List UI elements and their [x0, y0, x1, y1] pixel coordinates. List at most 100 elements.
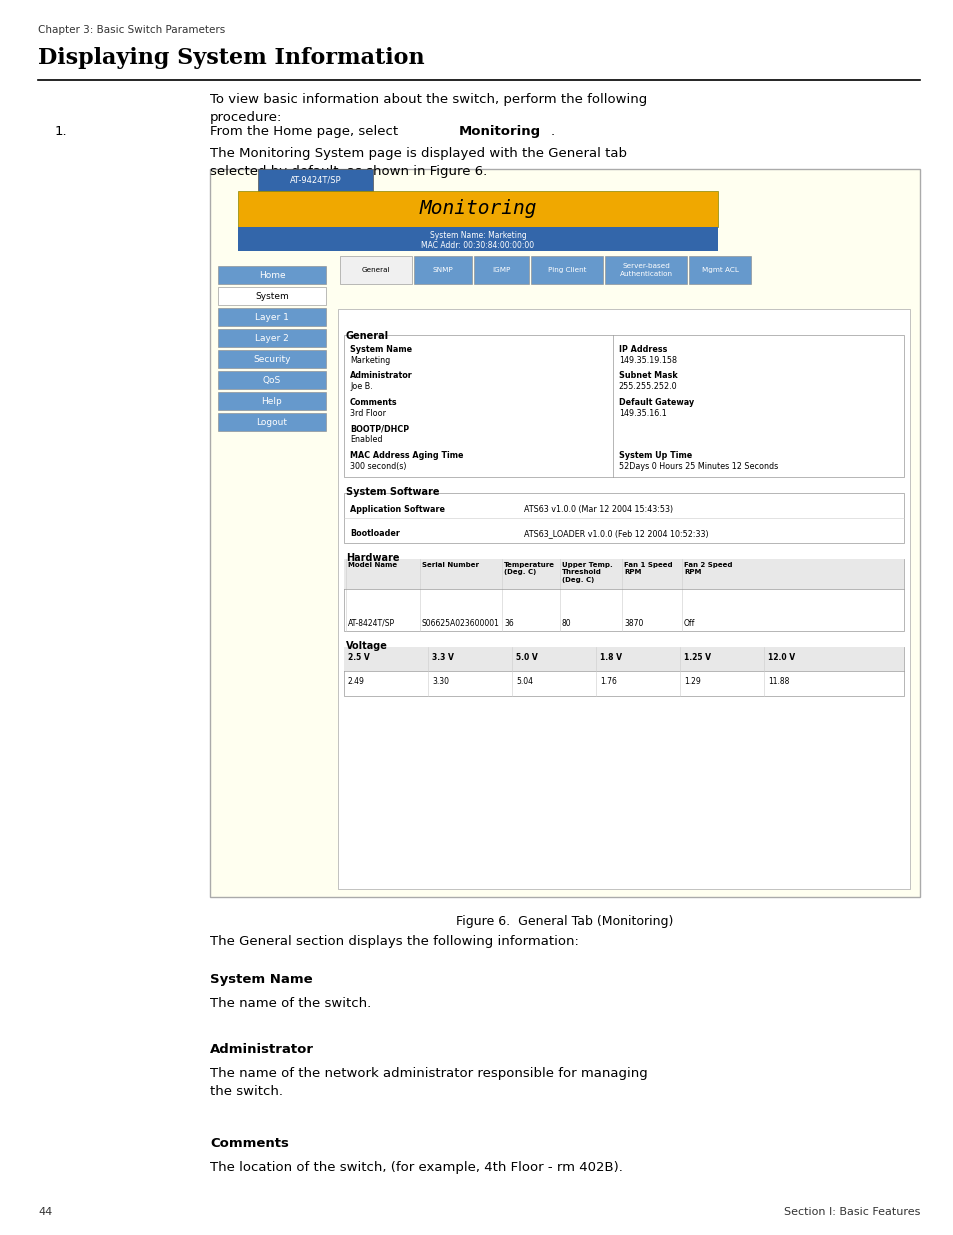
FancyBboxPatch shape — [344, 647, 903, 697]
Text: 1.29: 1.29 — [683, 677, 700, 685]
Text: 3.3 V: 3.3 V — [432, 653, 454, 662]
Text: 1.76: 1.76 — [599, 677, 617, 685]
FancyBboxPatch shape — [604, 256, 686, 284]
Text: Temperature
(Deg. C): Temperature (Deg. C) — [503, 562, 555, 576]
Text: 80: 80 — [561, 619, 571, 629]
FancyBboxPatch shape — [218, 412, 326, 431]
Text: Fan 1 Speed
RPM: Fan 1 Speed RPM — [623, 562, 672, 576]
FancyBboxPatch shape — [257, 169, 373, 191]
FancyBboxPatch shape — [531, 256, 602, 284]
Text: 3rd Floor: 3rd Floor — [350, 409, 386, 417]
Text: System Software: System Software — [346, 487, 439, 496]
Text: The name of the switch.: The name of the switch. — [210, 997, 371, 1010]
Text: S06625A023600001: S06625A023600001 — [421, 619, 499, 629]
Text: Off: Off — [683, 619, 695, 629]
Text: 52Days 0 Hours 25 Minutes 12 Seconds: 52Days 0 Hours 25 Minutes 12 Seconds — [618, 462, 778, 471]
FancyBboxPatch shape — [218, 370, 326, 389]
FancyBboxPatch shape — [344, 493, 903, 543]
FancyBboxPatch shape — [218, 329, 326, 347]
FancyBboxPatch shape — [688, 256, 750, 284]
FancyBboxPatch shape — [218, 350, 326, 368]
Text: 1.: 1. — [55, 125, 68, 138]
Text: .: . — [550, 125, 554, 138]
Text: Server-based
Authentication: Server-based Authentication — [618, 263, 672, 277]
Text: Chapter 3: Basic Switch Parameters: Chapter 3: Basic Switch Parameters — [38, 25, 225, 35]
Text: 12.0 V: 12.0 V — [767, 653, 794, 662]
FancyBboxPatch shape — [237, 227, 718, 251]
Text: System Up Time: System Up Time — [618, 451, 691, 459]
Text: Fan 2 Speed
RPM: Fan 2 Speed RPM — [683, 562, 732, 576]
Text: 2.5 V: 2.5 V — [348, 653, 370, 662]
Text: AT-9424T/SP: AT-9424T/SP — [290, 175, 341, 184]
Text: The location of the switch, (for example, 4th Floor - rm 402B).: The location of the switch, (for example… — [210, 1161, 622, 1174]
Text: Enabled: Enabled — [350, 436, 382, 445]
Text: The General section displays the following information:: The General section displays the followi… — [210, 935, 578, 948]
Text: 1.8 V: 1.8 V — [599, 653, 621, 662]
Text: System Name: System Name — [210, 973, 313, 986]
Text: To view basic information about the switch, perform the following
procedure:: To view basic information about the swit… — [210, 93, 646, 124]
Text: ATS63_LOADER v1.0.0 (Feb 12 2004 10:52:33): ATS63_LOADER v1.0.0 (Feb 12 2004 10:52:3… — [523, 529, 708, 538]
FancyBboxPatch shape — [344, 559, 903, 589]
Text: The name of the network administrator responsible for managing
the switch.: The name of the network administrator re… — [210, 1067, 647, 1098]
FancyBboxPatch shape — [337, 309, 909, 889]
Text: Monitoring: Monitoring — [458, 125, 540, 138]
Text: Administrator: Administrator — [210, 1044, 314, 1056]
Text: Marketing: Marketing — [350, 356, 390, 366]
Text: Section I: Basic Features: Section I: Basic Features — [782, 1207, 919, 1216]
Text: System Name: Marketing: System Name: Marketing — [429, 231, 526, 240]
Text: Joe B.: Joe B. — [350, 383, 373, 391]
Text: 149.35.16.1: 149.35.16.1 — [618, 409, 666, 417]
Text: 300 second(s): 300 second(s) — [350, 462, 406, 471]
Text: From the Home page, select: From the Home page, select — [210, 125, 402, 138]
Text: 44: 44 — [38, 1207, 52, 1216]
Text: Upper Temp.
Threshold
(Deg. C): Upper Temp. Threshold (Deg. C) — [561, 562, 612, 583]
Text: The Monitoring System page is displayed with the General tab
selected by default: The Monitoring System page is displayed … — [210, 147, 626, 178]
Text: 5.0 V: 5.0 V — [516, 653, 537, 662]
Text: SNMP: SNMP — [432, 267, 453, 273]
Text: 11.88: 11.88 — [767, 677, 788, 685]
Text: AT-8424T/SP: AT-8424T/SP — [348, 619, 395, 629]
Text: 255.255.252.0: 255.255.252.0 — [618, 383, 677, 391]
Text: MAC Address Aging Time: MAC Address Aging Time — [350, 451, 463, 459]
FancyBboxPatch shape — [218, 266, 326, 284]
Text: MAC Addr: 00:30:84:00:00:00: MAC Addr: 00:30:84:00:00:00 — [421, 241, 534, 249]
Text: BOOTP/DHCP: BOOTP/DHCP — [350, 425, 409, 433]
Text: System: System — [254, 291, 289, 300]
FancyBboxPatch shape — [474, 256, 529, 284]
Text: QoS: QoS — [263, 375, 281, 384]
Text: Default Gateway: Default Gateway — [618, 398, 694, 408]
Text: Serial Number: Serial Number — [421, 562, 478, 568]
FancyBboxPatch shape — [344, 335, 903, 477]
Text: Subnet Mask: Subnet Mask — [618, 372, 677, 380]
Text: Hardware: Hardware — [346, 553, 399, 563]
Text: 3870: 3870 — [623, 619, 642, 629]
Text: Security: Security — [253, 354, 291, 363]
Text: 149.35.19.158: 149.35.19.158 — [618, 356, 676, 366]
FancyBboxPatch shape — [414, 256, 472, 284]
Text: General: General — [361, 267, 390, 273]
Text: Mgmt ACL: Mgmt ACL — [700, 267, 738, 273]
Text: Displaying System Information: Displaying System Information — [38, 47, 424, 69]
Text: 2.49: 2.49 — [348, 677, 364, 685]
Text: Model Name: Model Name — [348, 562, 396, 568]
Text: Home: Home — [258, 270, 285, 279]
Text: 36: 36 — [503, 619, 514, 629]
FancyBboxPatch shape — [339, 256, 412, 284]
Text: Bootloader: Bootloader — [350, 529, 399, 538]
Text: Ping Client: Ping Client — [547, 267, 586, 273]
Text: ATS63 v1.0.0 (Mar 12 2004 15:43:53): ATS63 v1.0.0 (Mar 12 2004 15:43:53) — [523, 505, 673, 514]
FancyBboxPatch shape — [218, 391, 326, 410]
Text: IGMP: IGMP — [492, 267, 510, 273]
Text: Administrator: Administrator — [350, 372, 413, 380]
Text: Monitoring: Monitoring — [418, 200, 537, 219]
Text: Layer 2: Layer 2 — [254, 333, 289, 342]
FancyBboxPatch shape — [210, 169, 919, 897]
Text: Comments: Comments — [350, 398, 397, 408]
Text: IP Address: IP Address — [618, 345, 666, 354]
Text: Layer 1: Layer 1 — [254, 312, 289, 321]
Text: Logout: Logout — [256, 417, 287, 426]
FancyBboxPatch shape — [237, 191, 718, 227]
Text: 5.04: 5.04 — [516, 677, 533, 685]
Text: Comments: Comments — [210, 1137, 289, 1150]
Text: Help: Help — [261, 396, 282, 405]
